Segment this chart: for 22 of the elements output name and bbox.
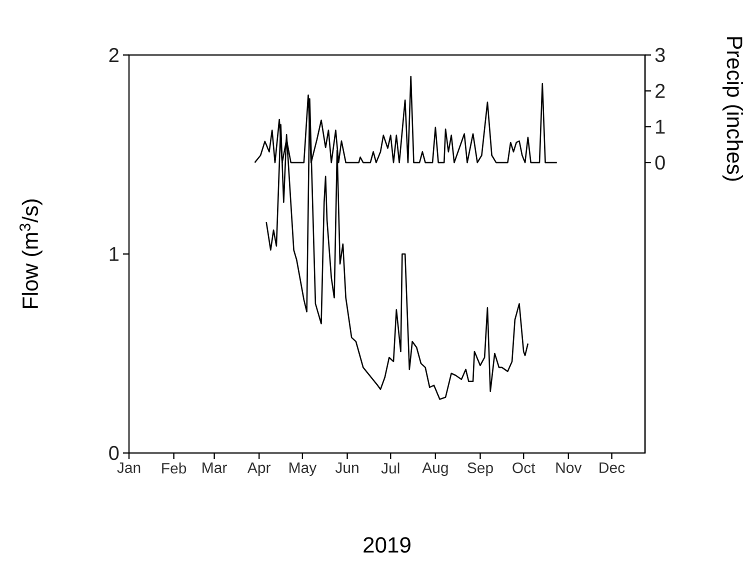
y-axis-title: Flow (m$^{3}$/s) — [20, 200, 42, 308]
y2-axis-title: Precip (inches) — [722, 37, 743, 181]
x-tick-label: Nov — [556, 462, 582, 473]
x-tick-label: May — [290, 462, 317, 476]
x-tick-label: Sep — [468, 462, 493, 476]
x-axis-title: 2019 — [364, 537, 410, 553]
x-tick-label: Jul — [381, 462, 400, 474]
y2-tick-label: 3 — [655, 48, 665, 62]
x-tick-label: Aug — [422, 462, 448, 476]
y-tick-label: 0 — [109, 446, 119, 460]
y-tick-label: 1 — [110, 247, 118, 261]
x-tick-label: Dec — [600, 462, 625, 473]
y-tick-label: 2 — [109, 48, 118, 62]
x-tick-label: Oct — [512, 462, 536, 474]
y2-tick-label: 1 — [656, 120, 665, 134]
y2-tick-label: 0 — [655, 155, 665, 170]
x-tick-label: Jun — [335, 462, 358, 473]
x-tick-label: Mar — [202, 462, 227, 473]
x-tick-label: Jan — [117, 462, 140, 473]
x-tick-label: Apr — [247, 462, 270, 476]
x-tick-label: Feb — [162, 462, 186, 474]
y2-tick-label: 2 — [656, 84, 665, 98]
